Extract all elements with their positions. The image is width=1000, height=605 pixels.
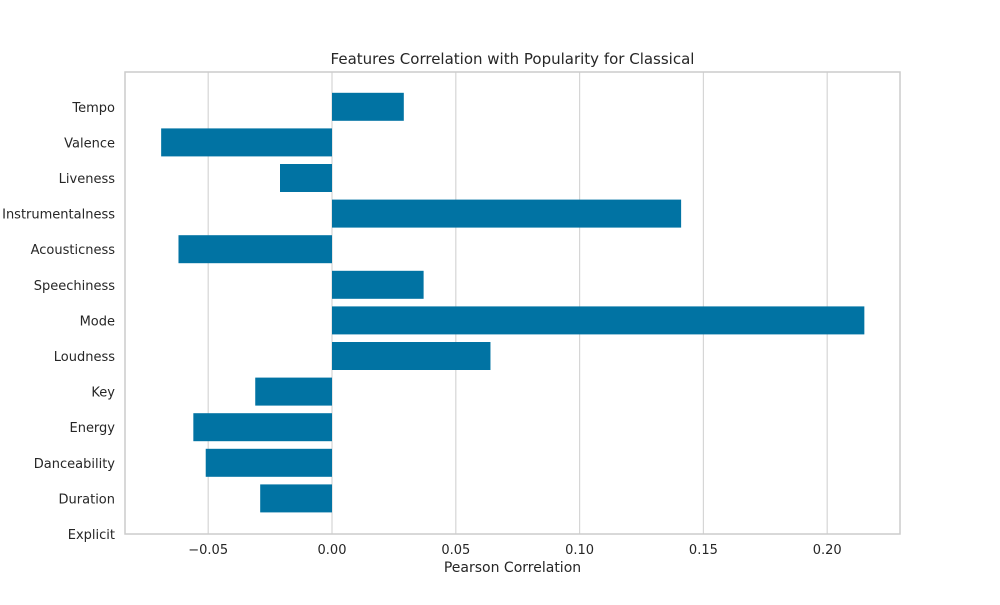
bars (161, 92, 865, 513)
y-tick-label: Explicit (68, 528, 115, 543)
plot-frame (124, 71, 901, 535)
bar-key (255, 377, 332, 406)
bar-danceability (205, 448, 332, 477)
x-tick-label: 0.00 (318, 543, 347, 558)
x-tick-label: 0.20 (813, 543, 842, 558)
bar-duration (260, 484, 332, 513)
bar-valence (161, 128, 332, 157)
chart-title: Features Correlation with Popularity for… (331, 50, 695, 68)
y-tick-label: Duration (59, 492, 115, 507)
bar-instrumentalness (331, 199, 682, 228)
bar-speechiness (331, 270, 424, 299)
y-tick-label: Mode (80, 314, 115, 329)
x-tick-label: 0.15 (689, 543, 718, 558)
y-tick-label: Key (91, 386, 115, 401)
x-tick-label: 0.05 (441, 543, 470, 558)
y-tick-label: Acousticness (31, 243, 116, 258)
y-tick-label: Energy (69, 421, 115, 436)
y-tick-label: Liveness (59, 172, 116, 187)
y-tick-labels: Explicit Duration Danceability Energy Key Lou… (2, 101, 115, 543)
y-tick-label: Danceability (34, 457, 116, 472)
x-tick-labels: −0.05 0.00 0.05 0.10 0.15 0.20 (188, 543, 841, 558)
bar-liveness (280, 164, 332, 192)
bar-mode (331, 306, 865, 335)
x-tick-label: 0.10 (565, 543, 594, 558)
y-tick-label: Loudness (54, 350, 115, 365)
bar-acousticness (178, 235, 332, 264)
bar-tempo (331, 92, 404, 121)
y-tick-label: Instrumentalness (2, 208, 115, 223)
bar-energy (193, 413, 332, 442)
y-tick-label: Tempo (71, 101, 115, 116)
x-axis-label: Pearson Correlation (444, 560, 581, 576)
x-tick-label: −0.05 (188, 543, 228, 558)
y-tick-label: Valence (64, 136, 115, 151)
bar-loudness (331, 342, 491, 370)
y-tick-label: Speechiness (34, 279, 116, 294)
